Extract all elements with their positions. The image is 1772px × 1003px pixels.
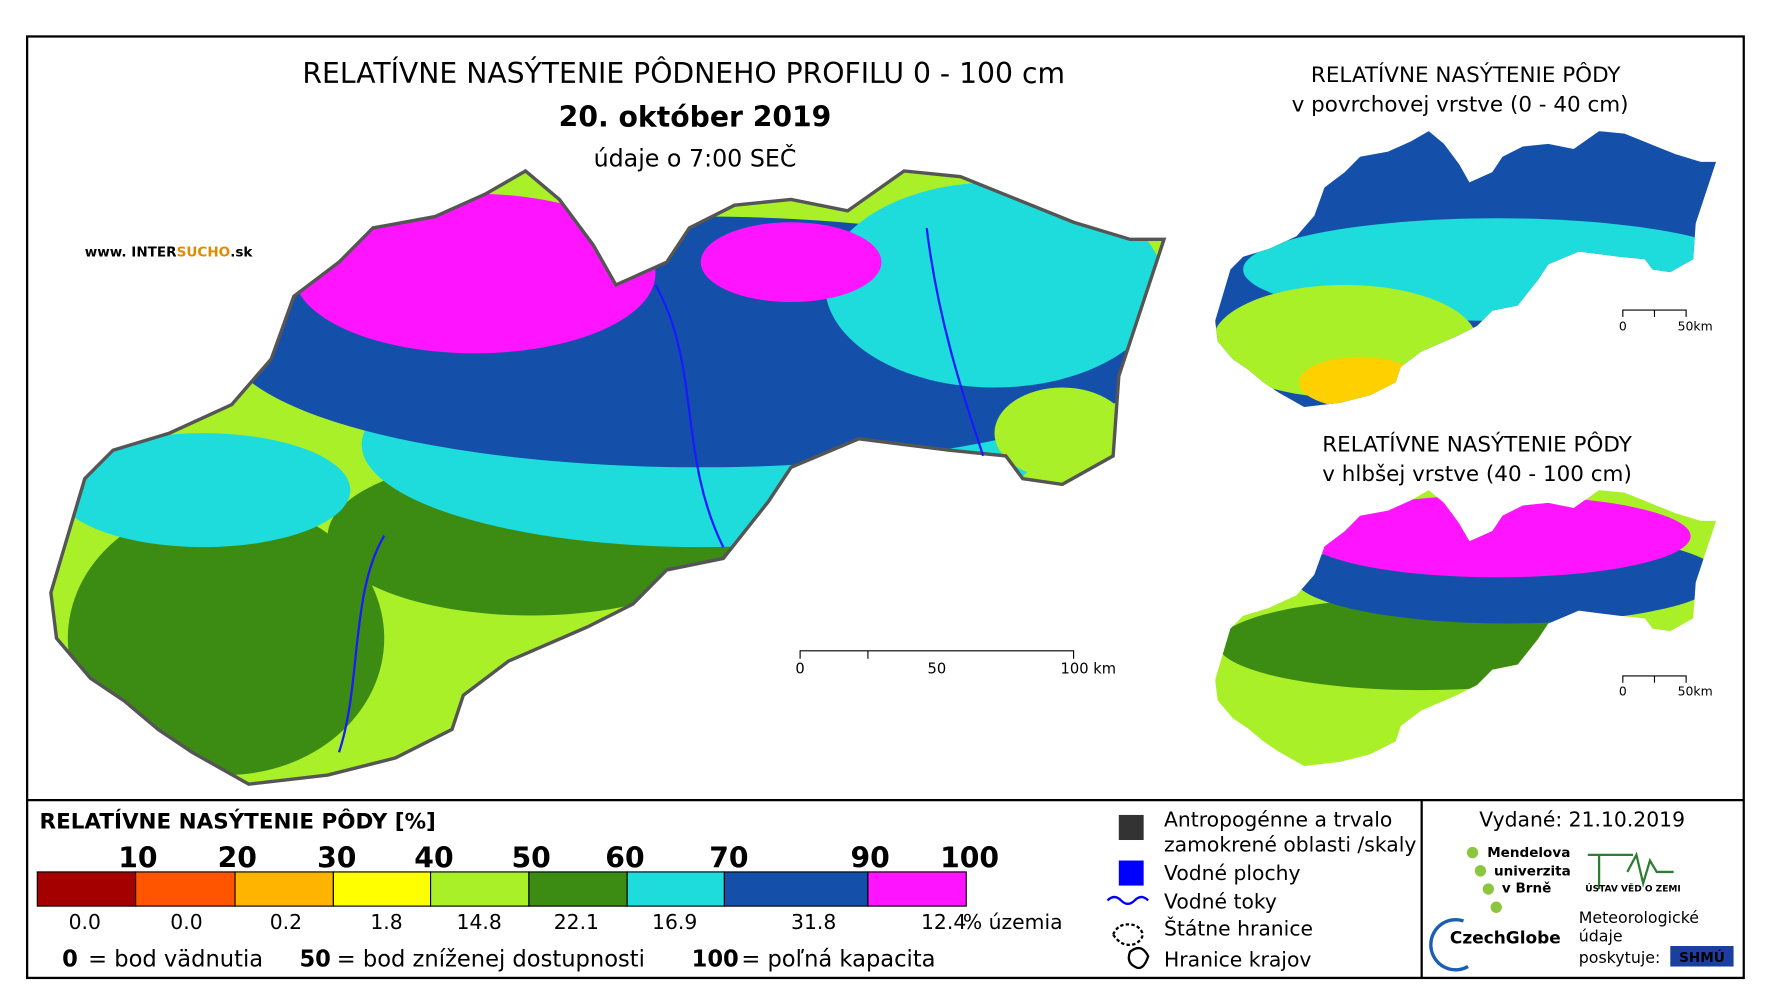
logo-text: v Brně — [1502, 880, 1551, 896]
logo-mark — [1670, 946, 1734, 967]
river — [337, 227, 985, 753]
main-map — [49, 168, 1167, 786]
logo-mark — [1587, 851, 1674, 890]
issued: Vydané: 21.10.2019 — [1479, 807, 1685, 831]
legend-title: RELATÍVNE NASÝTENIE PÔDY [%] — [40, 809, 436, 835]
legend-share: 16.9 — [652, 910, 697, 934]
legend-threshold: 20 — [218, 841, 257, 874]
zone — [1304, 495, 1691, 578]
zone — [824, 182, 1165, 388]
legend-threshold: 40 — [414, 841, 453, 874]
scale-label: 50km — [1678, 683, 1713, 698]
legend-share: 22.1 — [554, 910, 599, 934]
logo-text: poskytuje: — [1579, 948, 1661, 967]
legend-label: Vodné plochy — [1164, 861, 1301, 885]
legend-swatch — [723, 871, 869, 907]
logo-text: univerzita — [1494, 863, 1571, 879]
inset-title: v povrchovej vrstve (0 - 40 cm) — [1292, 93, 1629, 118]
legend-swatch — [135, 871, 236, 907]
legend-threshold: 60 — [605, 841, 644, 874]
logo-mark — [1429, 917, 1469, 972]
website: www. INTERSUCHO.sk — [85, 244, 254, 260]
scale-bar — [1622, 675, 1687, 683]
legend-label: Štátne hranice — [1164, 916, 1313, 941]
legend-swatch — [867, 871, 967, 907]
date: 20. október 2019 — [559, 100, 832, 133]
zone — [67, 501, 385, 776]
note-text: = poľná kapacita — [741, 946, 935, 972]
legend-share: 31.8 — [791, 910, 836, 934]
legend-swatch — [430, 871, 530, 907]
legend-swatch — [332, 871, 432, 907]
saturation-zones — [50, 170, 1165, 785]
inset-title: RELATÍVNE NASÝTENIE PÔDY — [1322, 431, 1632, 457]
legend-share: 0.2 — [270, 910, 302, 934]
legend-threshold: 50 — [511, 841, 550, 874]
legend-label: zamokrené oblasti /skaly — [1164, 832, 1416, 856]
legend-share: 0.0 — [69, 910, 101, 934]
legend-swatch — [234, 871, 334, 907]
legend-label: Antropogénne a trvalo — [1164, 807, 1392, 831]
legend-label: Hranice krajov — [1164, 947, 1311, 971]
legend-symbol — [1106, 895, 1149, 905]
logo-dot — [1466, 846, 1479, 859]
zone — [293, 193, 656, 354]
legend-symbol — [1111, 923, 1144, 947]
scale-label: 50km — [1678, 318, 1713, 333]
website-part: .sk — [230, 244, 253, 260]
legend-swatch — [36, 871, 137, 907]
website-part: www. INTER — [85, 244, 177, 260]
legend-symbol — [1127, 946, 1150, 970]
legend-unit: % územia — [963, 910, 1063, 934]
legend-threshold: 70 — [709, 841, 748, 874]
logo-text: Mendelova — [1487, 845, 1570, 861]
note-key: 50 — [299, 946, 330, 972]
logo-text: Meteorologické — [1579, 908, 1699, 927]
logo-text: údaje — [1579, 926, 1623, 945]
website-part: SUCHO — [177, 244, 231, 260]
legend-swatch — [626, 871, 725, 907]
note-key: 100 — [692, 946, 739, 972]
logo-text: SHMÚ — [1679, 948, 1725, 966]
scale-label: 100 km — [1061, 661, 1117, 678]
title: RELATÍVNE NASÝTENIE PÔDNEHO PROFILU 0 - … — [302, 56, 1065, 90]
logo-dot — [1474, 865, 1487, 877]
logo-text: CzechGlobe — [1450, 929, 1561, 949]
legend-symbol — [1118, 814, 1144, 841]
legend-threshold: 90 — [851, 841, 890, 874]
scale-label: 0 — [1619, 318, 1627, 333]
note-key: 0 — [62, 946, 78, 972]
state-border — [49, 168, 1167, 786]
legend-label: Vodné toky — [1164, 889, 1277, 913]
legend: 10 20 30 40 50 60 70 90 100 0.0 0.0 0.2 1.8 14.8 22.1 1… — [36, 841, 1063, 973]
note-text: = bod zníženej dostupnosti — [337, 946, 645, 972]
inset-title: RELATÍVNE NASÝTENIE PÔDY — [1311, 62, 1621, 88]
legend-share: 0.0 — [170, 910, 202, 934]
zone — [56, 433, 351, 548]
legend-threshold: 10 — [118, 841, 157, 874]
scale-label: 50 — [928, 661, 947, 678]
zone — [700, 222, 882, 303]
note: údaje o 7:00 SEČ — [594, 144, 797, 172]
legend-threshold: 100 — [940, 841, 999, 874]
scale-label: 0 — [1619, 683, 1627, 698]
scale-label: 0 — [795, 661, 804, 678]
legend-share: 12.4 — [921, 910, 966, 934]
logo-dot — [1490, 901, 1502, 913]
legend-share: 1.8 — [370, 910, 402, 934]
legend-swatch — [528, 871, 628, 907]
zone — [994, 387, 1131, 479]
note-text: = bod vädnutia — [88, 946, 263, 972]
scale-bar — [1622, 309, 1687, 317]
legend-share: 14.8 — [457, 910, 502, 934]
logo-text: ÚSTAV VĚD O ZEMI — [1585, 882, 1680, 894]
legend-threshold: 30 — [317, 841, 356, 874]
scale-bar — [799, 650, 1075, 659]
legend-symbol — [1118, 860, 1144, 886]
inset-title: v hlbšej vrstve (40 - 100 cm) — [1322, 462, 1632, 487]
logo-dot — [1482, 883, 1494, 895]
